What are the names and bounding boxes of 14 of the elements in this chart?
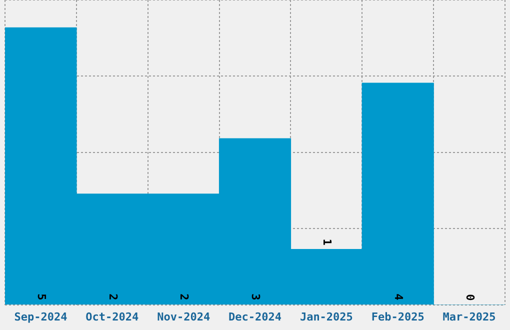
x-tick-label: Dec-2024	[228, 310, 282, 324]
x-tick-label: Mar-2025	[442, 310, 496, 324]
x-tick-label: Jan-2025	[300, 310, 353, 324]
data-label: 2	[178, 294, 191, 300]
data-label: 4	[392, 294, 405, 301]
x-tick-label: Oct-2024	[86, 310, 140, 324]
x-tick-label: Feb-2025	[371, 310, 424, 324]
data-label: 2	[106, 294, 120, 300]
data-label: 1	[320, 238, 334, 246]
data-label: 3	[249, 294, 262, 300]
x-tick-label: Nov-2024	[157, 310, 210, 324]
x-tick-label: Sep-2024	[14, 310, 68, 324]
data-label: 5	[34, 294, 48, 300]
data-label: 0	[463, 294, 476, 301]
